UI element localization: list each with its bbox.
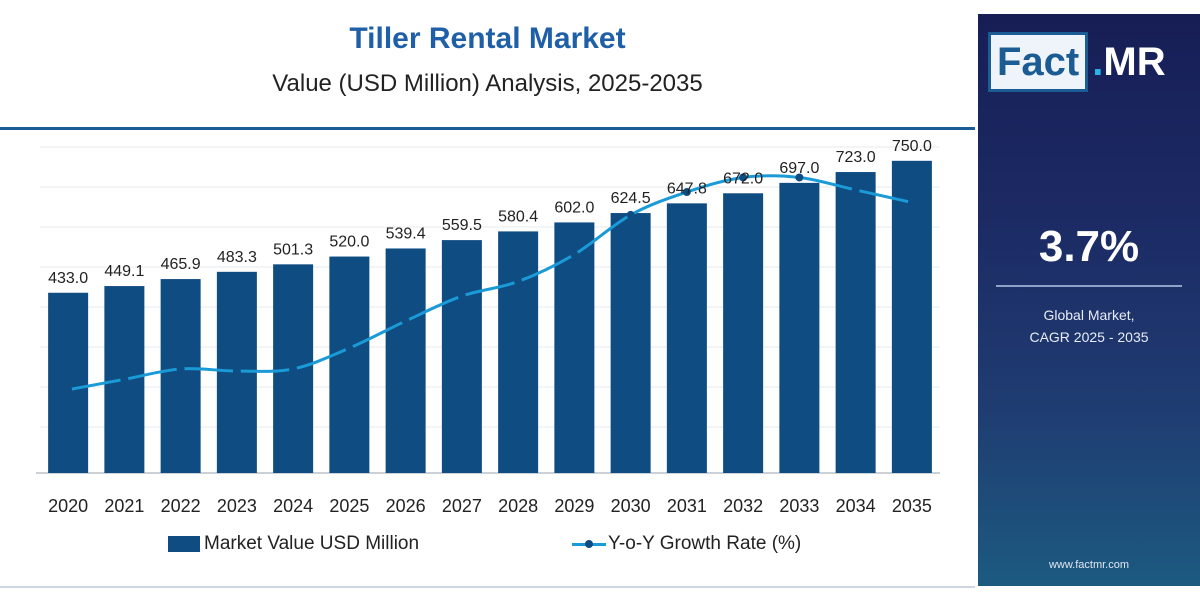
- bar-2022: [160, 279, 201, 473]
- x-tick-2025: 2025: [329, 496, 369, 516]
- x-tick-2027: 2027: [442, 496, 482, 516]
- bar-label-2026: 539.4: [386, 225, 426, 242]
- legend-line-swatch: [572, 536, 606, 552]
- bars: [48, 160, 932, 473]
- bar-2027: [441, 240, 482, 473]
- legend-bar-label: Market Value USD Million: [204, 533, 420, 554]
- cagr-label-line1: Global Market,: [1043, 307, 1135, 323]
- factmr-logo: Fact . MR: [988, 32, 1188, 92]
- x-tick-2024: 2024: [273, 496, 313, 516]
- growth-point-2029: [570, 250, 579, 259]
- bar-label-2032: 672.0: [723, 170, 763, 187]
- website-url: www.factmr.com: [1048, 559, 1130, 571]
- bar-label-2027: 559.5: [442, 217, 482, 234]
- x-tick-2031: 2031: [667, 496, 707, 516]
- x-tick-2030: 2030: [611, 496, 651, 516]
- bar-2026: [385, 248, 426, 473]
- growth-point-2028: [514, 277, 523, 286]
- growth-point-2031: [682, 188, 691, 197]
- bar-2032: [723, 193, 764, 473]
- cagr-label: Global Market, CAGR 2025 - 2035: [978, 304, 1200, 348]
- bar-label-2033: 697.0: [779, 160, 819, 177]
- bar-label-2029: 602.0: [554, 199, 594, 216]
- growth-point-2033: [795, 173, 804, 182]
- bar-2031: [666, 203, 707, 473]
- x-tick-2034: 2034: [836, 496, 876, 516]
- growth-point-2020: [64, 385, 73, 394]
- growth-point-2025: [345, 344, 354, 353]
- bar-label-2020: 433.0: [48, 270, 88, 287]
- x-tick-2028: 2028: [498, 496, 538, 516]
- bar-label-2034: 723.0: [836, 149, 876, 166]
- growth-point-2021: [120, 375, 129, 384]
- logo-mr-text: MR: [1103, 39, 1166, 84]
- growth-point-2023: [232, 367, 241, 376]
- bar-label-2024: 501.3: [273, 241, 313, 258]
- legend-market-value: Market Value USD Million: [168, 533, 419, 555]
- growth-point-2024: [289, 364, 298, 373]
- bar-2025: [329, 256, 370, 473]
- growth-line-path: [67, 174, 913, 392]
- x-tick-2026: 2026: [386, 496, 426, 516]
- growth-point-2035: [907, 198, 916, 207]
- x-tick-2033: 2033: [779, 496, 819, 516]
- x-tick-2032: 2032: [723, 496, 763, 516]
- bar-2033: [779, 182, 820, 473]
- x-tick-2021: 2021: [104, 496, 144, 516]
- chart-subtitle: Value (USD Million) Analysis, 2025-2035: [272, 70, 703, 97]
- bar-label-2025: 520.0: [329, 234, 369, 251]
- bar-2028: [498, 231, 539, 473]
- logo-fact: Fact: [988, 32, 1089, 92]
- cagr-value: 3.7%: [1038, 222, 1140, 271]
- x-tick-2023: 2023: [217, 496, 257, 516]
- growth-point-2027: [457, 292, 466, 301]
- cagr-label-line2: CAGR 2025 - 2035: [1029, 329, 1149, 345]
- growth-point-2032: [739, 173, 748, 182]
- logo-dot: .: [1092, 39, 1104, 84]
- plot-svg: 433.0 449.1 465.9 483.3 501.3 520.0 539.4 559.5…: [36, 138, 940, 516]
- bar-label-2031: 647.8: [667, 180, 707, 197]
- bar-label-2030: 624.5: [611, 190, 651, 207]
- title-divider: [0, 127, 975, 130]
- bar-label-2023: 483.3: [217, 249, 257, 266]
- growth-line: [64, 173, 916, 394]
- bar-label-2035: 750.0: [892, 138, 932, 155]
- bar-label-2028: 580.4: [498, 208, 538, 225]
- x-tick-2020: 2020: [48, 496, 88, 516]
- bar-label-2022: 465.9: [161, 256, 201, 273]
- legend-line-label: Y-o-Y Growth Rate (%): [608, 533, 802, 554]
- data-labels: 433.0 449.1 465.9 483.3 501.3 520.0 539.4 559.5…: [48, 138, 932, 287]
- bar-2034: [835, 172, 876, 473]
- bar-2035: [891, 160, 932, 473]
- growth-point-2022: [176, 364, 185, 373]
- x-tick-2035: 2035: [892, 496, 932, 516]
- legend-bar-swatch: [168, 536, 200, 552]
- x-tick-2022: 2022: [161, 496, 201, 516]
- legend-growth-rate: Y-o-Y Growth Rate (%): [572, 533, 801, 555]
- bar-2020: [48, 292, 89, 473]
- bar-label-2021: 449.1: [104, 263, 144, 280]
- bottom-divider: [0, 586, 975, 588]
- bar-2029: [554, 222, 595, 473]
- logo-mr: . MR: [1088, 32, 1165, 92]
- bar-2030: [610, 213, 651, 473]
- chart-area: Tiller Rental Market Value (USD Million)…: [0, 22, 975, 588]
- x-axis-ticks: 2020 2021 2022 2023 2024 2025 2026 2027 2028 2029…: [48, 496, 932, 516]
- side-panel: Fact . MR 3.7% Global Market, CAGR 2025 -…: [978, 14, 1200, 586]
- growth-point-2030: [626, 210, 635, 219]
- x-tick-2029: 2029: [554, 496, 594, 516]
- growth-point-2034: [851, 185, 860, 194]
- cagr-divider: [996, 285, 1182, 287]
- growth-point-2026: [401, 317, 410, 326]
- chart-title: Tiller Rental Market: [349, 22, 626, 55]
